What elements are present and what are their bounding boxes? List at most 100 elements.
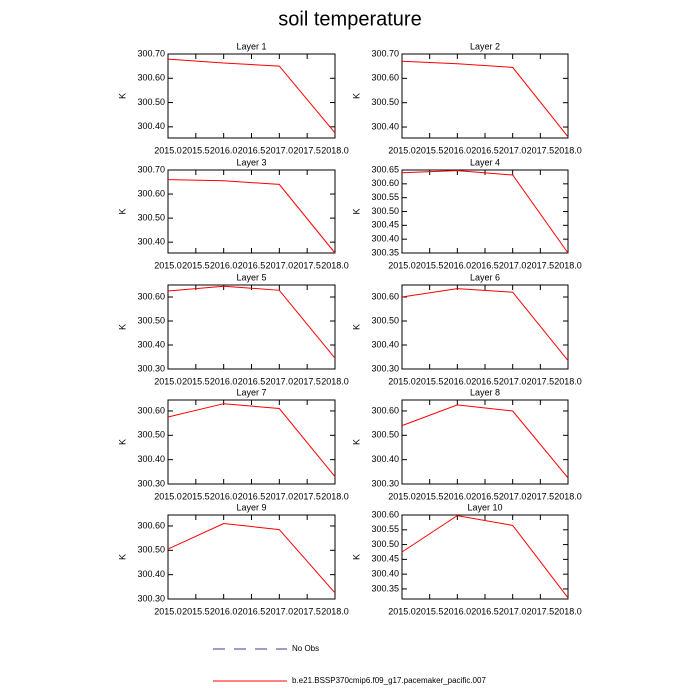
data-line bbox=[401, 404, 569, 479]
x-tick-label: 2015.5 bbox=[182, 606, 210, 616]
y-axis-label: K bbox=[117, 93, 127, 99]
x-tick-label: 2017.0 bbox=[266, 260, 294, 270]
x-tick-label: 2016.5 bbox=[238, 376, 266, 386]
y-tick-label: 300.60 bbox=[137, 188, 165, 198]
x-tick-label: 2015.5 bbox=[182, 260, 210, 270]
y-tick-label: 300.30 bbox=[371, 478, 399, 488]
x-tick-label: 2017.5 bbox=[293, 491, 321, 501]
y-axis-label: K bbox=[351, 439, 361, 445]
x-tick-label: 2018.0 bbox=[321, 606, 349, 616]
x-tick-label: 2017.0 bbox=[266, 606, 294, 616]
plot-frame bbox=[167, 399, 336, 485]
x-tick-label: 2016.5 bbox=[238, 491, 266, 501]
x-tick-label: 2018.0 bbox=[554, 260, 582, 270]
y-tick-label: 300.40 bbox=[137, 121, 165, 131]
x-tick-label: 2018.0 bbox=[554, 145, 582, 155]
x-tick-label: 2017.0 bbox=[266, 376, 294, 386]
legend-label: No Obs bbox=[292, 644, 319, 653]
data-line bbox=[401, 288, 569, 361]
x-tick-label: 2017.5 bbox=[527, 606, 555, 616]
y-tick-label: 300.60 bbox=[137, 73, 165, 83]
y-tick-label: 300.40 bbox=[371, 339, 399, 349]
x-tick-label: 2017.5 bbox=[293, 145, 321, 155]
panel-title: Layer 8 bbox=[470, 387, 500, 397]
panel-title: Layer 10 bbox=[467, 502, 502, 512]
plot-frame bbox=[401, 169, 569, 254]
y-tick-label: 300.40 bbox=[137, 339, 165, 349]
y-tick-label: 300.60 bbox=[137, 520, 165, 530]
y-tick-label: 300.70 bbox=[371, 48, 399, 58]
x-tick-label: 2016.5 bbox=[471, 145, 499, 155]
y-tick-label: 300.50 bbox=[371, 97, 399, 107]
y-tick-label: 300.40 bbox=[371, 234, 399, 244]
y-tick-label: 300.35 bbox=[371, 583, 399, 593]
panel-title: Layer 5 bbox=[236, 272, 266, 282]
y-tick-label: 300.45 bbox=[371, 220, 399, 230]
x-tick-label: 2018.0 bbox=[554, 491, 582, 501]
x-tick-label: 2017.0 bbox=[499, 145, 527, 155]
x-tick-label: 2015.5 bbox=[182, 145, 210, 155]
x-tick-label: 2018.0 bbox=[554, 606, 582, 616]
x-tick-label: 2017.5 bbox=[527, 376, 555, 386]
x-tick-label: 2018.0 bbox=[554, 376, 582, 386]
x-tick-label: 2015.5 bbox=[182, 376, 210, 386]
x-tick-label: 2015.0 bbox=[388, 145, 416, 155]
x-tick-label: 2016.0 bbox=[210, 606, 238, 616]
y-axis-label: K bbox=[351, 93, 361, 99]
y-tick-label: 300.50 bbox=[137, 545, 165, 555]
y-tick-label: 300.65 bbox=[371, 164, 399, 174]
y-tick-label: 300.30 bbox=[137, 363, 165, 373]
x-tick-label: 2018.0 bbox=[321, 260, 349, 270]
y-tick-label: 300.55 bbox=[371, 524, 399, 534]
plot-frame bbox=[167, 514, 336, 600]
y-axis-label: K bbox=[117, 554, 127, 560]
x-tick-label: 2015.0 bbox=[388, 260, 416, 270]
y-tick-label: 300.50 bbox=[137, 212, 165, 222]
y-tick-label: 300.30 bbox=[137, 593, 165, 603]
x-tick-label: 2017.0 bbox=[499, 260, 527, 270]
y-tick-label: 300.50 bbox=[137, 430, 165, 440]
x-tick-label: 2015.0 bbox=[154, 606, 182, 616]
y-tick-label: 300.50 bbox=[371, 315, 399, 325]
y-tick-label: 300.45 bbox=[371, 554, 399, 564]
y-tick-label: 300.50 bbox=[371, 206, 399, 216]
y-axis-label: K bbox=[117, 208, 127, 214]
y-axis-label: K bbox=[351, 554, 361, 560]
y-tick-label: 300.40 bbox=[137, 569, 165, 579]
x-tick-label: 2017.5 bbox=[527, 145, 555, 155]
x-tick-label: 2016.5 bbox=[238, 606, 266, 616]
data-line bbox=[401, 515, 569, 599]
x-tick-label: 2017.5 bbox=[293, 376, 321, 386]
x-tick-label: 2017.5 bbox=[527, 260, 555, 270]
plot-frame bbox=[401, 514, 569, 600]
x-tick-label: 2015.0 bbox=[388, 606, 416, 616]
y-tick-label: 300.35 bbox=[371, 247, 399, 257]
x-tick-label: 2015.5 bbox=[416, 260, 444, 270]
y-tick-label: 300.70 bbox=[137, 48, 165, 58]
data-line bbox=[167, 522, 336, 594]
data-line bbox=[167, 285, 336, 359]
figure-title: soil temperature bbox=[278, 8, 421, 30]
plot-frame bbox=[167, 53, 336, 139]
y-tick-label: 300.40 bbox=[371, 121, 399, 131]
y-axis-label: K bbox=[351, 208, 361, 214]
x-tick-label: 2015.0 bbox=[154, 145, 182, 155]
x-tick-label: 2016.0 bbox=[210, 376, 238, 386]
x-tick-label: 2016.0 bbox=[444, 145, 472, 155]
x-tick-label: 2018.0 bbox=[321, 145, 349, 155]
x-tick-label: 2015.5 bbox=[416, 376, 444, 386]
x-tick-label: 2016.0 bbox=[444, 376, 472, 386]
x-tick-label: 2015.0 bbox=[388, 376, 416, 386]
x-tick-label: 2017.0 bbox=[499, 491, 527, 501]
x-tick-label: 2015.0 bbox=[154, 491, 182, 501]
y-tick-label: 300.50 bbox=[371, 430, 399, 440]
y-axis-label: K bbox=[351, 324, 361, 330]
x-tick-label: 2017.5 bbox=[293, 260, 321, 270]
y-tick-label: 300.55 bbox=[371, 192, 399, 202]
x-tick-label: 2015.0 bbox=[154, 376, 182, 386]
x-tick-label: 2016.5 bbox=[238, 145, 266, 155]
x-tick-label: 2016.0 bbox=[210, 145, 238, 155]
y-tick-label: 300.50 bbox=[137, 315, 165, 325]
y-tick-label: 300.30 bbox=[137, 478, 165, 488]
